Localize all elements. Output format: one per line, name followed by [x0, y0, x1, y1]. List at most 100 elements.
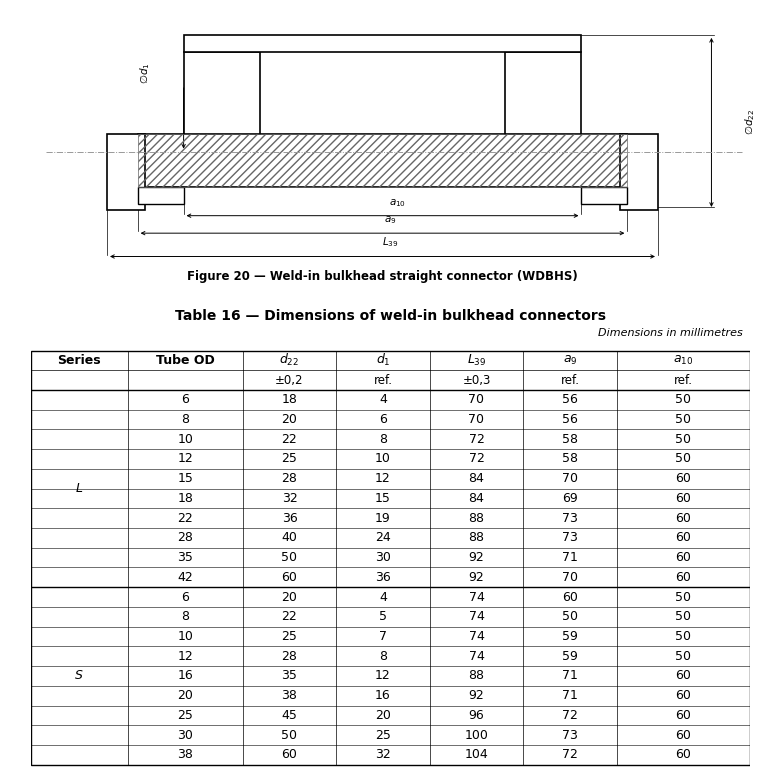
Text: ±0,2: ±0,2 — [275, 374, 304, 387]
Text: ref.: ref. — [674, 374, 692, 387]
Text: 30: 30 — [375, 551, 391, 564]
Text: 50: 50 — [675, 591, 692, 604]
Text: ±0,3: ±0,3 — [462, 374, 490, 387]
Text: 18: 18 — [282, 393, 298, 407]
Bar — [107, 134, 145, 210]
Bar — [184, 52, 260, 134]
Text: 32: 32 — [375, 749, 391, 762]
Text: 25: 25 — [177, 709, 193, 722]
Text: 70: 70 — [562, 472, 578, 486]
Text: 12: 12 — [177, 650, 193, 663]
Text: L: L — [76, 482, 83, 495]
Text: 96: 96 — [469, 709, 484, 722]
Text: 8: 8 — [181, 611, 189, 624]
Text: 92: 92 — [469, 690, 484, 702]
Text: $\varnothing d_1$: $\varnothing d_1$ — [138, 63, 152, 84]
Text: 7: 7 — [379, 630, 387, 643]
Text: $d_{22}$: $d_{22}$ — [279, 352, 300, 368]
Text: 5: 5 — [379, 611, 387, 624]
Text: Figure 20 — Weld-in bulkhead straight connector (WDBHS): Figure 20 — Weld-in bulkhead straight co… — [187, 270, 578, 283]
Text: 35: 35 — [177, 551, 193, 564]
Text: $a_9$: $a_9$ — [563, 354, 577, 367]
Text: 74: 74 — [468, 591, 484, 604]
Text: 92: 92 — [469, 571, 484, 584]
Text: 32: 32 — [282, 492, 298, 505]
Text: 72: 72 — [468, 433, 484, 446]
Text: 15: 15 — [177, 472, 193, 486]
Text: 20: 20 — [177, 690, 193, 702]
Text: Tube OD: Tube OD — [156, 354, 214, 367]
Text: $L_{39}$: $L_{39}$ — [382, 235, 399, 249]
Text: $a_9$: $a_9$ — [384, 214, 396, 226]
Text: 60: 60 — [282, 571, 298, 584]
Text: 60: 60 — [675, 532, 691, 545]
Text: 16: 16 — [375, 690, 391, 702]
Text: 15: 15 — [375, 492, 391, 505]
Text: 60: 60 — [282, 749, 298, 762]
Text: 10: 10 — [375, 453, 391, 466]
Text: 18: 18 — [177, 492, 193, 505]
Text: 8: 8 — [181, 413, 189, 426]
Text: 30: 30 — [177, 729, 193, 742]
Text: $\varnothing d_{22}$: $\varnothing d_{22}$ — [743, 110, 757, 136]
Text: 72: 72 — [562, 749, 578, 762]
Text: 56: 56 — [562, 413, 578, 426]
Text: 22: 22 — [282, 611, 298, 624]
Text: Table 16 — Dimensions of weld-in bulkhead connectors: Table 16 — Dimensions of weld-in bulkhea… — [174, 309, 606, 323]
Text: 71: 71 — [562, 551, 578, 564]
Text: 60: 60 — [675, 690, 691, 702]
Text: 28: 28 — [177, 532, 193, 545]
Text: 84: 84 — [468, 472, 484, 486]
Text: 59: 59 — [562, 630, 578, 643]
Text: 73: 73 — [562, 512, 578, 525]
Text: ref.: ref. — [373, 374, 392, 387]
Text: 50: 50 — [562, 611, 578, 624]
Text: 71: 71 — [562, 670, 578, 683]
Text: 56: 56 — [562, 393, 578, 407]
Text: 60: 60 — [675, 472, 691, 486]
Text: 45: 45 — [282, 709, 298, 722]
Text: 16: 16 — [177, 670, 193, 683]
Text: 50: 50 — [675, 630, 692, 643]
Text: 104: 104 — [464, 749, 488, 762]
Text: ref.: ref. — [561, 374, 579, 387]
Text: 36: 36 — [282, 512, 298, 525]
Text: 22: 22 — [282, 433, 298, 446]
Text: $a_{10}$: $a_{10}$ — [389, 197, 406, 209]
Text: 70: 70 — [468, 413, 484, 426]
Text: $a_{10}$: $a_{10}$ — [673, 354, 693, 367]
Text: 70: 70 — [562, 571, 578, 584]
Text: 6: 6 — [181, 591, 189, 604]
Text: 59: 59 — [562, 650, 578, 663]
Text: 10: 10 — [177, 433, 193, 446]
Bar — [620, 134, 658, 210]
Text: 38: 38 — [177, 749, 193, 762]
Text: 38: 38 — [282, 690, 298, 702]
Text: 74: 74 — [468, 630, 484, 643]
Text: 4: 4 — [379, 591, 387, 604]
Text: 4: 4 — [379, 393, 387, 407]
Text: 71: 71 — [562, 690, 578, 702]
Text: 60: 60 — [675, 709, 691, 722]
Text: 22: 22 — [177, 512, 193, 525]
Text: 72: 72 — [562, 709, 578, 722]
Text: 25: 25 — [282, 453, 298, 466]
Text: 74: 74 — [468, 611, 484, 624]
Text: 19: 19 — [375, 512, 391, 525]
Text: 74: 74 — [468, 650, 484, 663]
Text: 50: 50 — [675, 393, 692, 407]
Text: 60: 60 — [675, 492, 691, 505]
Text: 50: 50 — [675, 433, 692, 446]
Text: 88: 88 — [468, 670, 484, 683]
Text: 70: 70 — [468, 393, 484, 407]
Text: 60: 60 — [675, 551, 691, 564]
Text: 12: 12 — [375, 472, 391, 486]
Text: 50: 50 — [282, 551, 298, 564]
Text: 24: 24 — [375, 532, 391, 545]
Text: 60: 60 — [675, 571, 691, 584]
Text: 20: 20 — [282, 591, 298, 604]
Text: 6: 6 — [379, 413, 387, 426]
Text: 60: 60 — [675, 749, 691, 762]
Text: 72: 72 — [468, 453, 484, 466]
Text: 73: 73 — [562, 729, 578, 742]
